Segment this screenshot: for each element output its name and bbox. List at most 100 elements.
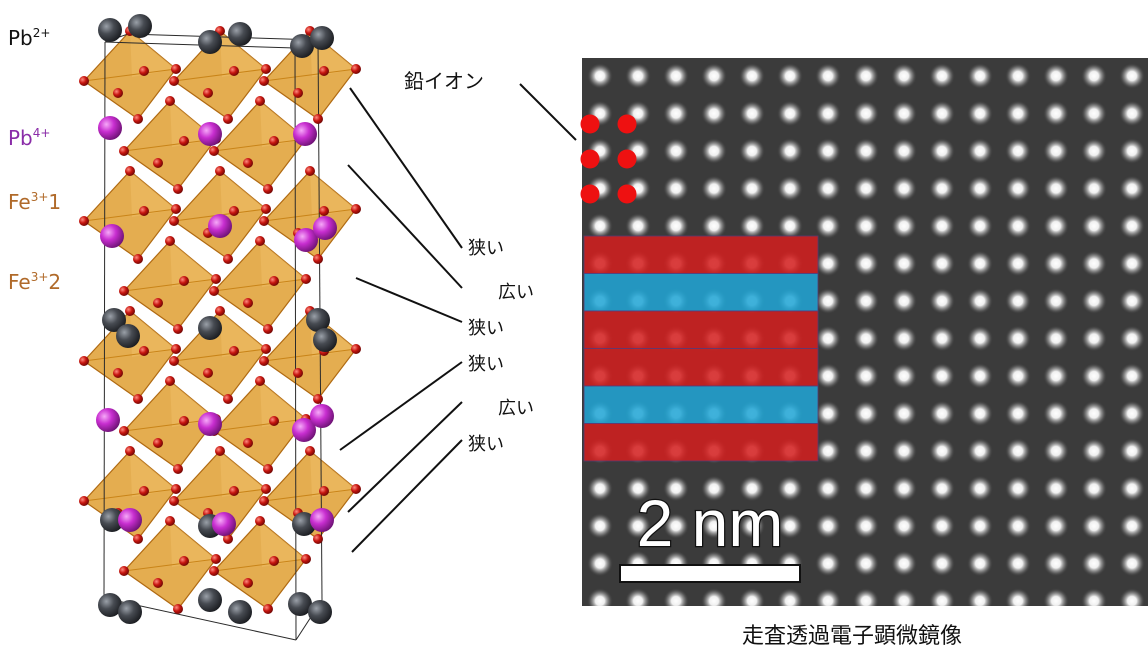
- oxygen-atom: [119, 426, 129, 436]
- oxygen-atom: [223, 114, 233, 124]
- oxygen-atom: [79, 496, 89, 506]
- oxygen-atom: [259, 356, 269, 366]
- label-fe-site1: Fe3+1: [8, 190, 61, 214]
- band-blue: [584, 274, 818, 312]
- oxygen-atom: [319, 66, 329, 76]
- band-red: [584, 349, 818, 387]
- pb4-atom: [212, 512, 236, 536]
- lead-ion-leader: [520, 84, 576, 140]
- oxygen-atom: [125, 306, 135, 316]
- gap-label-narrow: 狭い: [468, 350, 504, 376]
- oxygen-atom: [223, 394, 233, 404]
- oxygen-atom: [243, 578, 253, 588]
- band-red: [584, 424, 818, 462]
- oxygen-atom: [255, 236, 265, 246]
- oxygen-atom: [263, 324, 273, 334]
- oxygen-atom: [139, 66, 149, 76]
- oxygen-atom: [305, 166, 315, 176]
- lead-ion-label: 鉛イオン: [404, 65, 484, 94]
- oxygen-atom: [259, 496, 269, 506]
- oxygen-atom: [139, 486, 149, 496]
- oxygen-atom: [165, 96, 175, 106]
- oxygen-atom: [119, 146, 129, 156]
- oxygen-atom: [133, 394, 143, 404]
- pb4-atom: [96, 408, 120, 432]
- oxygen-atom: [229, 486, 239, 496]
- gap-label-narrow: 狭い: [468, 314, 504, 340]
- oxygen-atom: [229, 346, 239, 356]
- oxygen-atom: [179, 136, 189, 146]
- oxygen-atom: [269, 136, 279, 146]
- pb2-atom: [116, 324, 140, 348]
- oxygen-atom: [263, 464, 273, 474]
- oxygen-atom: [261, 64, 271, 74]
- lead-ion-dot: [618, 150, 637, 169]
- oxygen-atom: [229, 66, 239, 76]
- pb4-atom: [98, 116, 122, 140]
- oxygen-atom: [173, 464, 183, 474]
- lead-ion-dot: [581, 185, 600, 204]
- lead-ion-dot: [618, 185, 637, 204]
- pb4-atom: [198, 122, 222, 146]
- pb2-atom: [308, 600, 332, 624]
- oxygen-atom: [173, 324, 183, 334]
- oxygen-atom: [211, 554, 221, 564]
- oxygen-atom: [243, 158, 253, 168]
- oxygen-atom: [209, 566, 219, 576]
- oxygen-atom: [153, 158, 163, 168]
- label-pb4: Pb4+: [8, 126, 50, 150]
- lead-ion-dot: [581, 115, 600, 134]
- oxygen-atom: [313, 114, 323, 124]
- oxygen-atom: [261, 204, 271, 214]
- gap-label-wide: 広い: [498, 278, 534, 304]
- oxygen-atom: [165, 236, 175, 246]
- oxygen-atom: [113, 88, 123, 98]
- pb4-atom: [313, 216, 337, 240]
- oxygen-atom: [259, 216, 269, 226]
- oxygen-atom: [171, 204, 181, 214]
- oxygen-atom: [319, 206, 329, 216]
- oxygen-atom: [255, 516, 265, 526]
- oxygen-atom: [255, 96, 265, 106]
- pb4-atom: [208, 214, 232, 238]
- oxygen-atom: [313, 254, 323, 264]
- oxygen-atom: [139, 206, 149, 216]
- oxygen-atom: [171, 484, 181, 494]
- pb2-atom: [98, 18, 122, 42]
- oxygen-atom: [179, 416, 189, 426]
- pb2-atom: [198, 588, 222, 612]
- oxygen-atom: [169, 216, 179, 226]
- layer-bands: [584, 236, 818, 461]
- oxygen-atom: [301, 274, 311, 284]
- oxygen-atom: [119, 286, 129, 296]
- oxygen-atom: [125, 446, 135, 456]
- oxygen-atom: [153, 298, 163, 308]
- image-caption: 走査透過電子顕微鏡像: [742, 618, 962, 650]
- oxygen-atom: [125, 166, 135, 176]
- scale-bar: 2 nm: [620, 486, 800, 582]
- oxygen-atom: [153, 438, 163, 448]
- oxygen-atom: [171, 344, 181, 354]
- band-red: [584, 311, 818, 349]
- gap-leader-line: [352, 440, 462, 552]
- oxygen-atom: [179, 276, 189, 286]
- gap-leader-line: [350, 88, 462, 248]
- pb2-atom: [198, 316, 222, 340]
- oxygen-atom: [165, 376, 175, 386]
- oxygen-atom: [243, 298, 253, 308]
- label-pb2: Pb2+: [8, 26, 50, 50]
- oxygen-atom: [243, 438, 253, 448]
- pb4-atom: [198, 412, 222, 436]
- pb2-atom: [228, 600, 252, 624]
- gap-leader-lines: [340, 88, 462, 552]
- oxygen-atom: [215, 446, 225, 456]
- oxygen-atom: [313, 394, 323, 404]
- oxygen-atom: [203, 368, 213, 378]
- pb4-atom: [310, 508, 334, 532]
- oxygen-atom: [209, 146, 219, 156]
- gap-label-wide: 広い: [498, 394, 534, 420]
- lead-ion-dot: [581, 150, 600, 169]
- band-blue: [584, 386, 818, 424]
- oxygen-atom: [173, 184, 183, 194]
- pb2-atom: [228, 22, 252, 46]
